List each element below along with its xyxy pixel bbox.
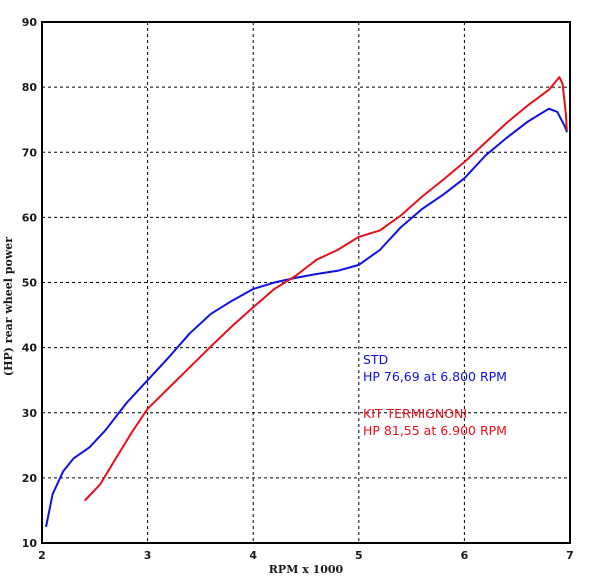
y-tick-label: 10 [22,537,38,550]
x-tick-label: 5 [355,549,363,562]
y-tick-label: 30 [22,407,38,420]
series-line-kit [84,76,568,501]
y-tick-label: 60 [22,211,38,224]
y-tick-label: 90 [22,16,38,29]
grid [42,22,570,543]
series-line-std [45,107,568,528]
y-tick-label: 40 [22,342,38,355]
annotations: STD HP 76,69 at 6.800 RPM KIT TERMIGNONI HP… [363,352,507,438]
y-tick-label: 50 [22,277,38,290]
x-axis-label: RPM x 1000 [269,563,344,576]
annotation-kit-line: HP 81,55 at 6.900 RPM [363,423,507,438]
x-tick-label: 4 [249,549,257,562]
x-tick-label: 6 [461,549,469,562]
series-lines [45,76,568,528]
plot-frame [41,21,571,544]
annotation-std-line: HP 76,69 at 6.800 RPM [363,369,507,384]
x-tick-label: 3 [144,549,152,562]
y-tick-label: 80 [22,81,38,94]
x-tick-label: 2 [38,549,46,562]
y-tick-label: 70 [22,146,38,159]
x-tick-label: 7 [566,549,574,562]
annotation-kit-line: KIT TERMIGNONI [363,406,467,421]
y-tick-label: 20 [22,472,38,485]
annotation-std-line: STD [363,352,388,367]
tick-labels: 2 3 4 5 6 7 10 20 30 40 50 60 70 80 90 [22,16,574,562]
y-axis-label: (HP) rear wheel power [2,237,15,376]
